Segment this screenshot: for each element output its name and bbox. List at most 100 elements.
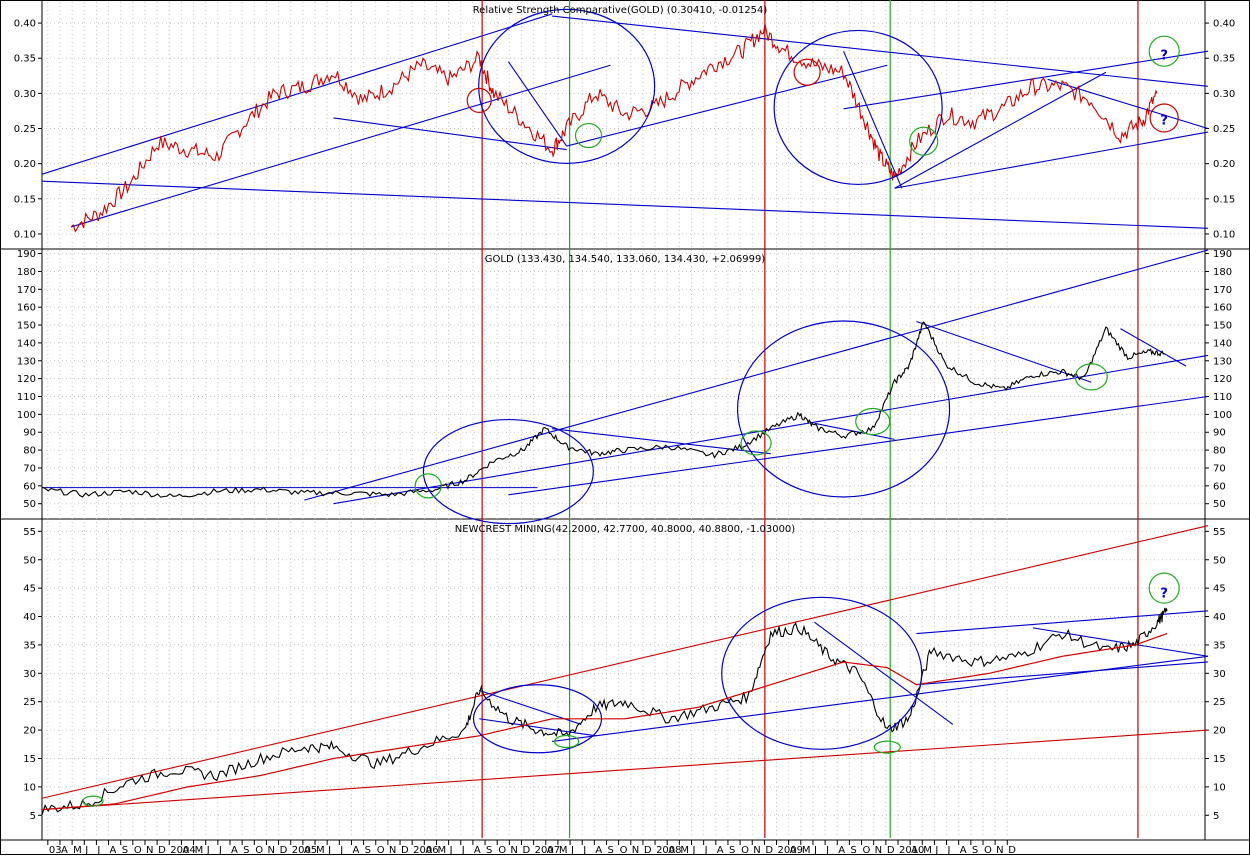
question-mark-label: ? [1160, 587, 1168, 602]
y-tick-label-right: 130 [1213, 356, 1232, 367]
y-tick-label-left: 0.10 [14, 229, 36, 240]
question-mark-label: ? [1160, 49, 1168, 64]
x-tick-label: 2007 [535, 845, 560, 855]
x-tick-label: 2004 [170, 845, 195, 855]
x-tick-label: S [972, 845, 978, 855]
x-tick-label: J [96, 845, 100, 855]
y-tick-label-right: 80 [1213, 446, 1226, 457]
y-tick-label-left: 0.35 [14, 54, 36, 65]
x-tick-label: D [401, 845, 409, 855]
annotation-ellipse [740, 430, 772, 456]
x-tick-label: A [61, 845, 68, 855]
y-tick-label-left: 45 [23, 584, 36, 595]
question-mark-label: ? [1160, 113, 1168, 128]
y-tick-label-right: 50 [1213, 555, 1226, 566]
x-tick-label: N [996, 845, 1003, 855]
x-tick-label: D [280, 845, 288, 855]
y-tick-label-right: 0.15 [1213, 194, 1235, 205]
x-tick-label: S [607, 845, 613, 855]
y-tick-label-left: 90 [23, 428, 36, 439]
trend-line [894, 131, 1209, 189]
y-tick-label-left: 20 [23, 726, 36, 737]
trend-line [552, 15, 1208, 87]
trend-line [41, 180, 1208, 229]
annotation-ellipse [1074, 363, 1108, 391]
y-tick-label-right: 180 [1213, 267, 1232, 278]
x-tick-label: J [461, 845, 465, 855]
x-tick-label: J [934, 845, 938, 855]
y-tick-label-left: 5 [30, 811, 36, 822]
y-tick-label-left: 140 [17, 338, 36, 349]
trend-line [552, 655, 1208, 743]
annotation-ellipse [574, 122, 603, 149]
x-tick-label: J [570, 845, 574, 855]
y-tick-label-left: 170 [17, 285, 36, 296]
y-tick-label-left: 130 [17, 356, 36, 367]
y-tick-label-right: 140 [1213, 338, 1232, 349]
y-tick-label-left: 80 [23, 446, 36, 457]
y-tick-label-left: 60 [23, 481, 36, 492]
y-tick-label-left: 180 [17, 267, 36, 278]
annotation-ellipse [773, 29, 943, 186]
x-tick-label: 03 [49, 845, 62, 855]
annotation-ellipse [855, 407, 891, 436]
y-tick-label-left: 0.20 [14, 159, 36, 170]
trend-line [843, 50, 1209, 110]
y-tick-label-left: 110 [17, 392, 36, 403]
y-tick-label-left: 0.25 [14, 124, 36, 135]
x-tick-label: J [813, 845, 817, 855]
x-tick-label: J [582, 845, 586, 855]
y-tick-label-left: 50 [23, 555, 36, 566]
y-tick-label-left: 30 [23, 669, 36, 680]
trend-line [333, 117, 567, 151]
trend-line [508, 395, 1208, 496]
x-tick-label: J [692, 845, 696, 855]
y-tick-label-left: 35 [23, 640, 36, 651]
trend-line [507, 61, 568, 147]
trend-line [70, 64, 611, 228]
x-tick-label: J [339, 845, 343, 855]
annotation-ellipse [472, 684, 603, 754]
x-tick-label: A [425, 845, 432, 855]
x-tick-label: S [122, 845, 128, 855]
y-tick-label-left: 40 [23, 612, 36, 623]
trend-line [566, 64, 888, 147]
y-tick-label-right: 40 [1213, 612, 1226, 623]
trend-line [41, 525, 1209, 799]
annotation-ellipse [721, 596, 923, 750]
x-tick-label: N [146, 845, 153, 855]
x-tick-label: D [765, 845, 773, 855]
trend-line [1120, 328, 1187, 367]
y-tick-label-right: 90 [1213, 428, 1226, 439]
y-tick-label-left: 100 [17, 410, 36, 421]
x-tick-label: N [753, 845, 760, 855]
x-tick-label: M [923, 845, 932, 855]
x-tick-label: D [158, 845, 166, 855]
x-tick-label: A [668, 845, 675, 855]
trend-line [304, 249, 1209, 501]
x-tick-label: M [195, 845, 204, 855]
annotation-ellipse [1148, 572, 1180, 604]
x-tick-label: A [960, 845, 967, 855]
trend-line [894, 71, 1107, 189]
y-tick-label-right: 100 [1213, 410, 1232, 421]
trend-line [916, 320, 1092, 383]
x-tick-label: A [474, 845, 481, 855]
annotation-ellipse [466, 87, 492, 114]
x-tick-label: J [206, 845, 210, 855]
series-line [41, 321, 1165, 498]
x-tick-label: N [389, 845, 396, 855]
x-tick-label: M [73, 845, 82, 855]
x-tick-label: O [741, 845, 749, 855]
trend-lines [41, 13, 1209, 811]
x-tick-label: J [704, 845, 708, 855]
x-tick-label: S [243, 845, 249, 855]
x-tick-label: J [218, 845, 222, 855]
x-tick-label: A [838, 845, 845, 855]
x-tick-label: O [984, 845, 992, 855]
x-tick-label: N [875, 845, 882, 855]
x-tick-label: 2008 [656, 845, 681, 855]
y-tick-label-right: 0.30 [1213, 89, 1235, 100]
y-tick-label-left: 70 [23, 463, 36, 474]
trend-line [1032, 627, 1209, 657]
